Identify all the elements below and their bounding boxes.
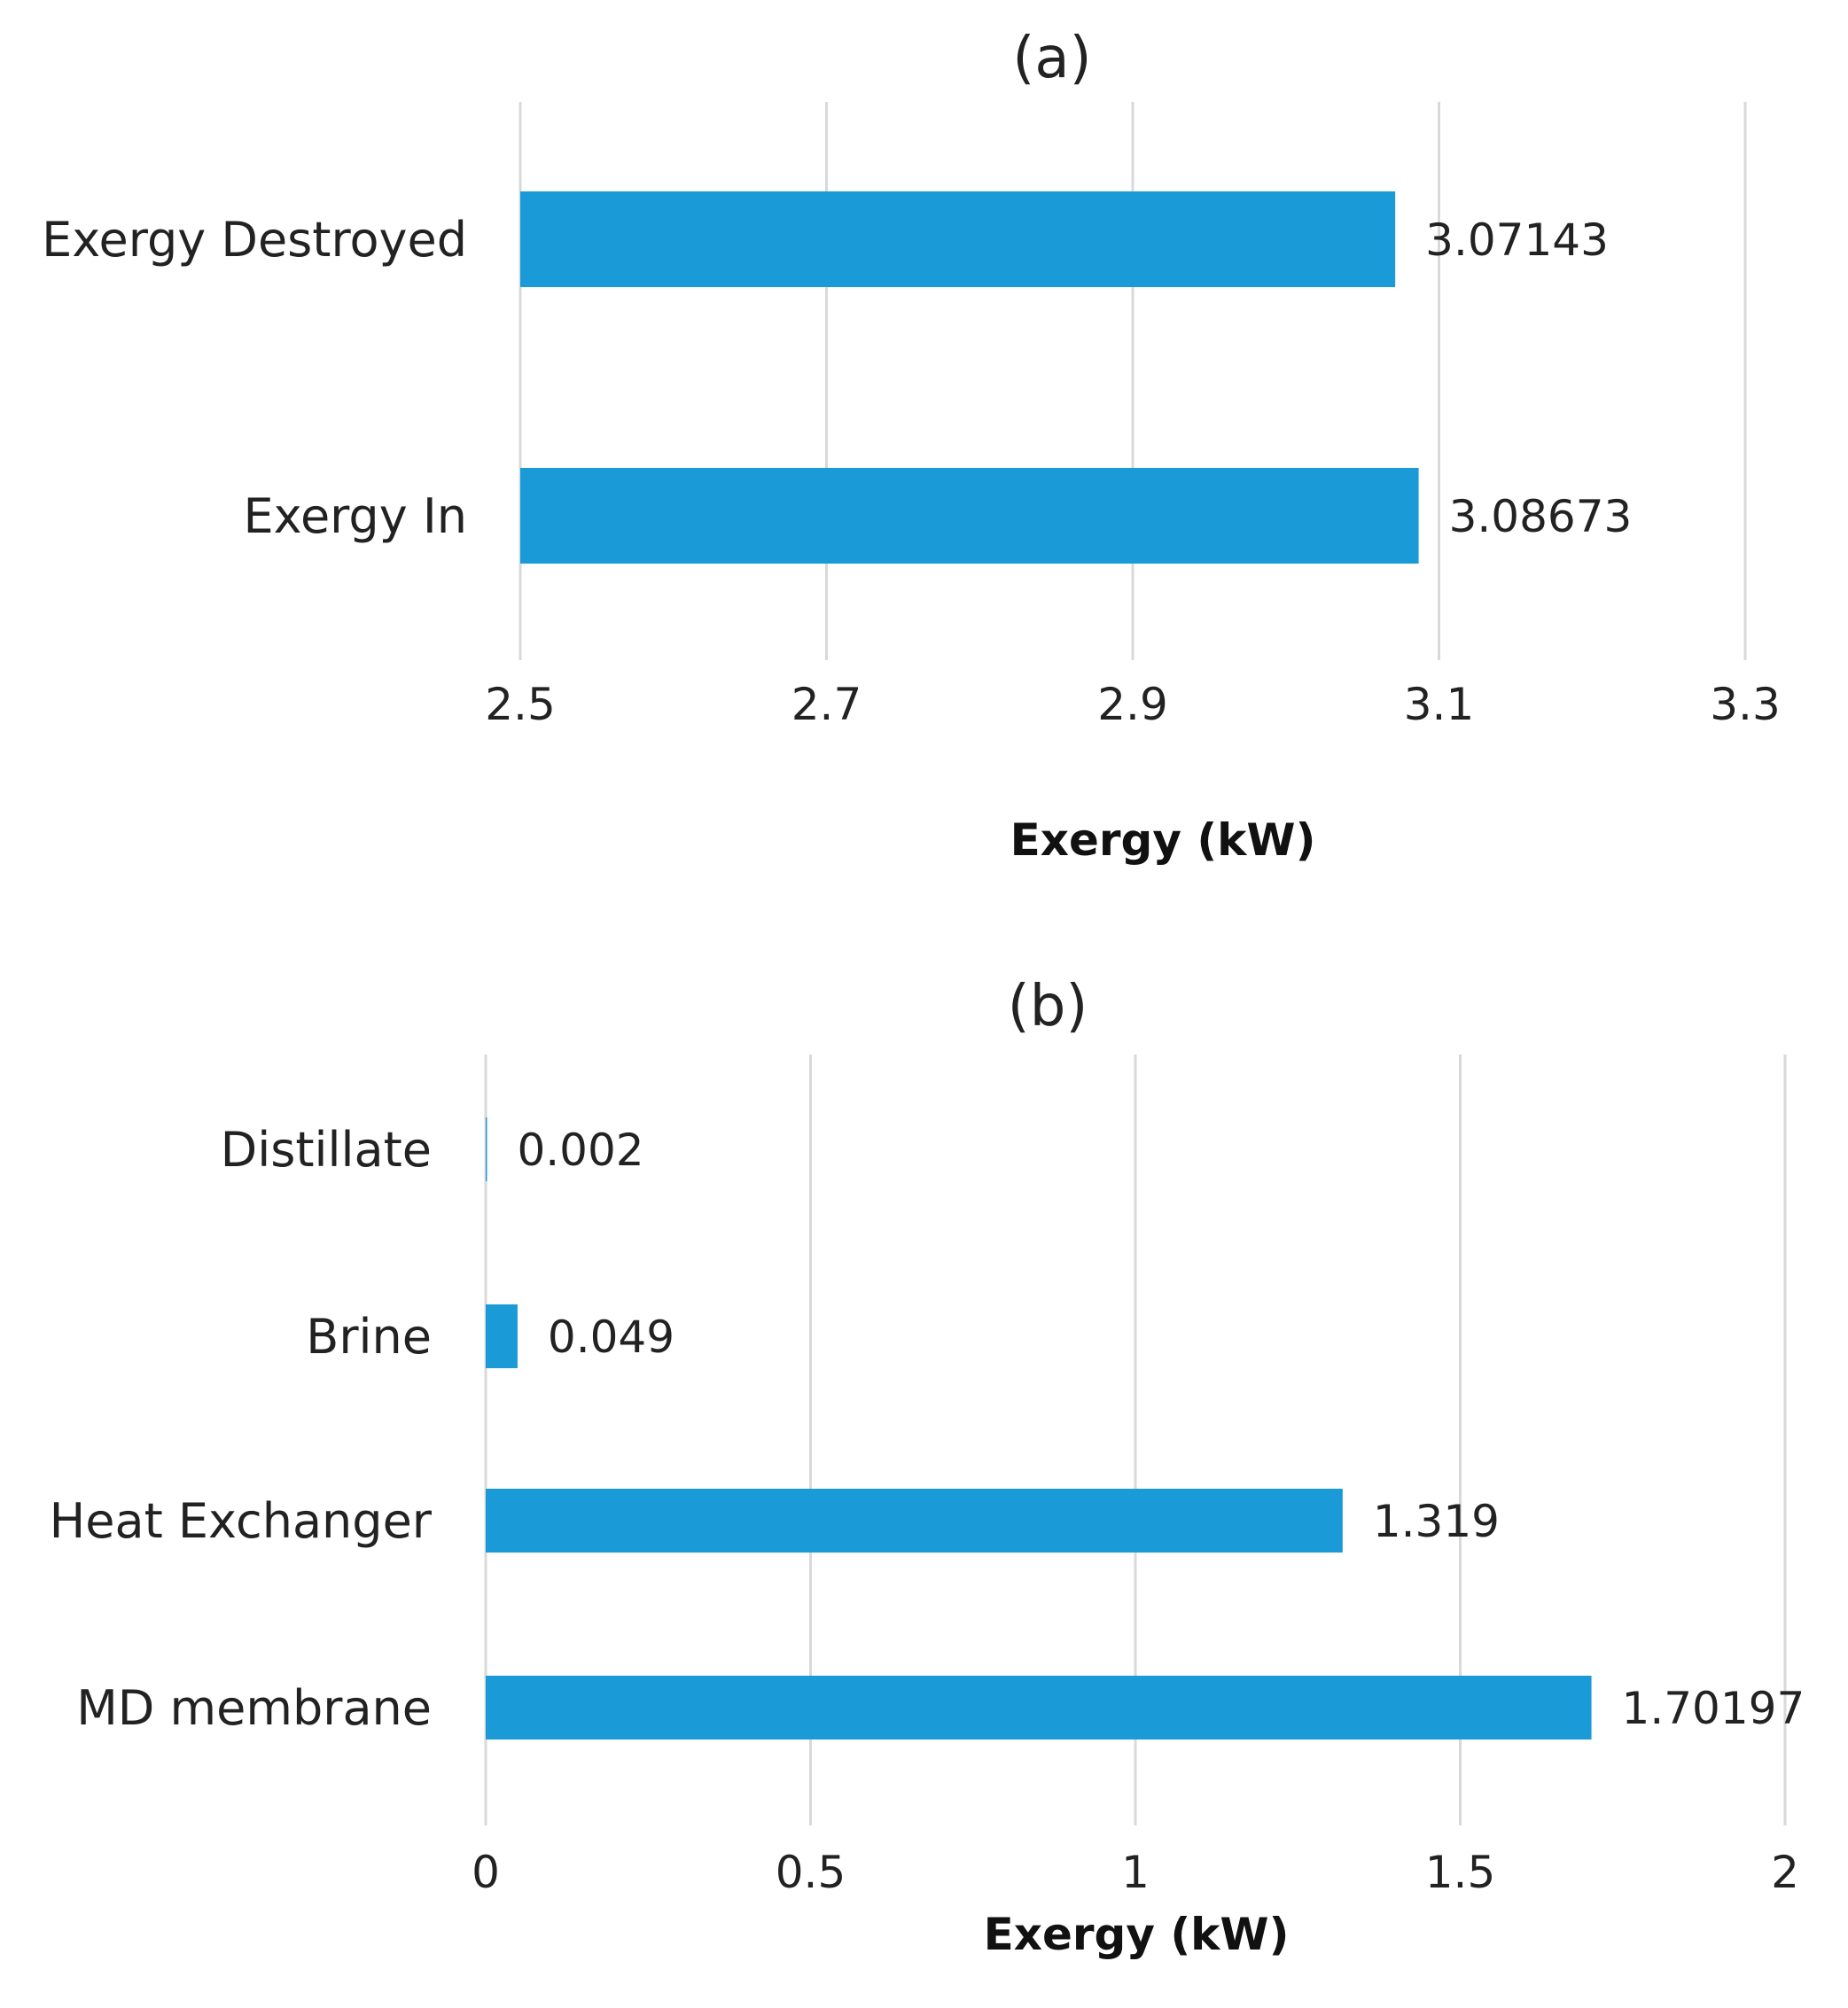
chart-a-category-labels: Exergy Destroyed Exergy In	[42, 212, 467, 544]
chart-a-tick-label: 3.1	[1404, 679, 1475, 730]
chart-a-tick-label: 3.3	[1710, 679, 1781, 730]
chart-b-bar	[486, 1117, 487, 1181]
chart-a-title: (a)	[1012, 26, 1091, 91]
chart-b-tick-label: 1.5	[1425, 1847, 1496, 1898]
chart-b-bar	[486, 1676, 1592, 1739]
chart-b-bar	[486, 1304, 518, 1368]
chart-b-tick-label: 0.5	[776, 1847, 846, 1898]
chart-b-value-label: 1.319	[1373, 1496, 1500, 1547]
chart-b-value-labels: 0.002 0.049 1.319 1.70197	[517, 1125, 1805, 1734]
chart-b-category-label: Heat Exchanger	[50, 1493, 433, 1549]
chart-a-tick-label: 2.7	[791, 679, 862, 730]
chart-a-bar	[520, 468, 1419, 564]
chart-b-value-label: 1.70197	[1622, 1683, 1805, 1734]
chart-a-value-label: 3.08673	[1449, 491, 1633, 542]
chart-a-x-axis-label: Exergy (kW)	[1010, 814, 1316, 866]
chart-a-bars	[520, 191, 1419, 564]
chart-a-tick-label: 2.9	[1097, 679, 1168, 730]
chart-b-tick-label: 0	[472, 1847, 500, 1898]
chart-b-title: (b)	[1008, 974, 1088, 1039]
chart-b-category-label: Distillate	[221, 1122, 432, 1178]
chart-a-bar	[520, 191, 1396, 287]
chart-b-bars	[486, 1117, 1592, 1739]
chart-b-value-label: 0.049	[548, 1311, 674, 1363]
chart-a-category-label: Exergy In	[244, 488, 467, 544]
chart-b-value-label: 0.002	[517, 1125, 643, 1176]
chart-b-x-axis-label: Exergy (kW)	[984, 1909, 1290, 1960]
chart-b-tick-labels: 0 0.5 1 1.5 2	[472, 1847, 1799, 1898]
chart-a-category-label: Exergy Destroyed	[42, 212, 467, 268]
chart-a-gridlines	[519, 102, 1747, 660]
chart-b-category-label: MD membrane	[76, 1680, 432, 1736]
chart-b-tick-label: 2	[1771, 1847, 1799, 1898]
chart-b-category-labels: Distillate Brine Heat Exchanger MD membrane	[50, 1122, 433, 1736]
chart-b-bar	[486, 1489, 1343, 1553]
chart-b-category-label: Brine	[306, 1309, 432, 1365]
chart-b: (b) Distillate Brine Heat Exchanger MD memb…	[50, 974, 1805, 1960]
chart-a-tick-labels: 2.5 2.7 2.9 3.1 3.3	[485, 679, 1781, 730]
chart-a-tick-label: 2.5	[485, 679, 556, 730]
chart-a-value-labels: 3.07143 3.08673	[1425, 214, 1632, 542]
chart-a-value-label: 3.07143	[1425, 214, 1609, 266]
chart-b-tick-label: 1	[1121, 1847, 1150, 1898]
